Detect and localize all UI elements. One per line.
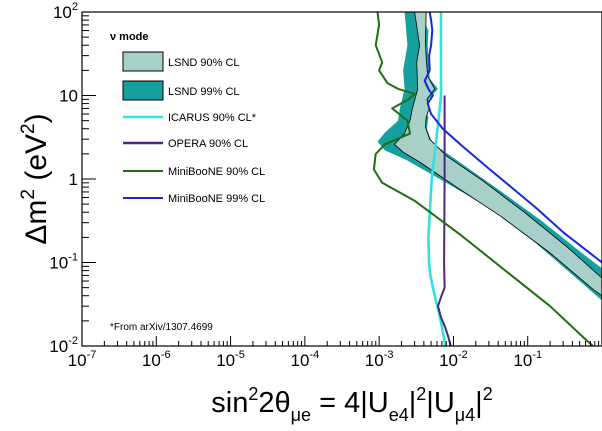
legend-label-lsnd-99: LSND 99% CL bbox=[168, 86, 240, 98]
region-lsnd-90-cl bbox=[394, 12, 602, 296]
x-tick-label: 10-7 bbox=[68, 349, 97, 370]
x-tick-label: 10-2 bbox=[439, 349, 468, 370]
x-tick-label: 10-3 bbox=[365, 349, 394, 370]
legend-label-lsnd-90: LSND 90% CL bbox=[168, 57, 240, 69]
exclusion-curves bbox=[372, 12, 602, 346]
y-axis-ticks: 102 10 1 10-1 10-2 bbox=[49, 1, 96, 356]
x-axis-title: sin22θμe = 4|Ue4|2|Uμ4|2 bbox=[211, 384, 492, 425]
legend-swatch-lsnd-99 bbox=[122, 80, 164, 101]
legend: ν mode LSND 90% CL LSND 99% CL ICARUS 90… bbox=[110, 31, 265, 205]
x-tick-label: 10-1 bbox=[513, 349, 542, 370]
region-lsnd-99-cl bbox=[377, 12, 602, 301]
x-tick-label: 10-6 bbox=[142, 349, 171, 370]
y-tick-label: 10-2 bbox=[49, 335, 78, 356]
legend-label-miniboone-90: MiniBooNE 90% CL bbox=[168, 166, 265, 178]
x-axis-ticks: 10-7 10-6 10-5 10-4 10-3 10-2 10-1 bbox=[68, 336, 602, 370]
y-tick-label: 10 bbox=[59, 87, 78, 106]
y-axis-title: Δm2 (eV2) bbox=[18, 113, 53, 244]
y-tick-label: 102 bbox=[53, 1, 78, 22]
legend-label-opera: OPERA 90% CL bbox=[168, 138, 248, 150]
y-tick-label: 1 bbox=[69, 170, 78, 189]
curve-opera-90-cl bbox=[437, 95, 452, 346]
x-tick-label: 10-5 bbox=[216, 349, 245, 370]
curve-miniboone-90-cl bbox=[372, 12, 595, 346]
x-tick-label: 10-4 bbox=[291, 349, 320, 370]
curve-miniboone-99-cl bbox=[423, 12, 602, 264]
legend-label-miniboone-99: MiniBooNE 99% CL bbox=[168, 193, 265, 205]
legend-title: ν mode bbox=[110, 31, 149, 43]
y-tick-label: 10-1 bbox=[49, 252, 78, 273]
source-annotation: *From arXiv/1307.4699 bbox=[110, 322, 213, 333]
legend-label-icarus: ICARUS 90% CL* bbox=[168, 112, 257, 124]
legend-swatch-lsnd-90 bbox=[122, 51, 164, 72]
region-outline-lsnd-90 bbox=[393, 12, 602, 297]
